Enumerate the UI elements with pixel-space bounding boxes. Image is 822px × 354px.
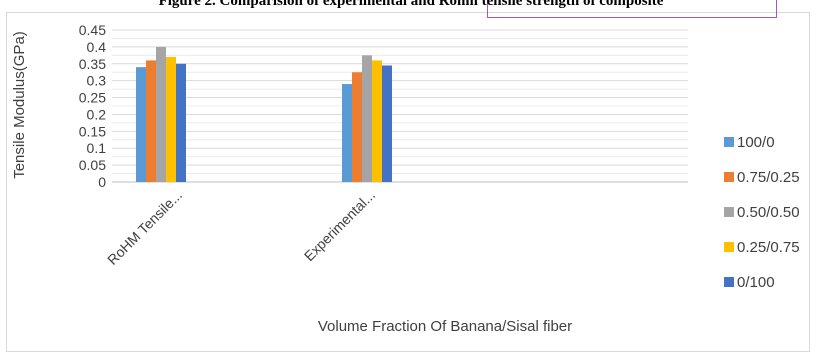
bar bbox=[176, 63, 186, 182]
x-tick-label: RoHM Tensile... bbox=[104, 187, 185, 268]
bar bbox=[362, 55, 372, 183]
y-tick-label: 0 bbox=[98, 174, 106, 190]
bar bbox=[136, 67, 146, 182]
chart-frame bbox=[6, 12, 810, 352]
bar bbox=[166, 57, 176, 183]
y-tick-labels: 00.050.10.150.20.250.30.350.40.45 bbox=[79, 22, 106, 190]
legend-swatch bbox=[724, 172, 734, 182]
bar bbox=[146, 60, 156, 182]
legend-label: 0/100 bbox=[737, 274, 775, 291]
y-tick-label: 0.45 bbox=[79, 22, 106, 38]
bars bbox=[136, 46, 392, 183]
y-tick-label: 0.3 bbox=[87, 73, 107, 89]
legend-label: 0.50/0.50 bbox=[737, 204, 800, 221]
y-tick-label: 0.2 bbox=[87, 106, 107, 122]
legend-label: 0.25/0.75 bbox=[737, 239, 800, 256]
y-tick-label: 0.4 bbox=[87, 39, 107, 55]
title-highlight-box bbox=[487, 0, 777, 18]
legend: 100/0 0.75/0.25 0.50/0.50 0.25/0.75 0/100 bbox=[724, 134, 800, 291]
legend-swatch bbox=[724, 242, 734, 252]
bar bbox=[372, 60, 382, 182]
gridlines bbox=[112, 29, 688, 183]
legend-swatch bbox=[724, 277, 734, 287]
y-tick-label: 0.05 bbox=[79, 157, 106, 173]
bar bbox=[352, 72, 362, 182]
x-tick-label: Experimental... bbox=[301, 187, 378, 264]
y-tick-label: 0.15 bbox=[79, 123, 106, 139]
y-axis-label: Tensile Modulus(GPa) bbox=[11, 31, 28, 179]
bar bbox=[382, 65, 392, 182]
chart-title: Figure 2. Comparision of experimental an… bbox=[158, 0, 664, 9]
legend-label: 100/0 bbox=[737, 134, 775, 151]
y-tick-label: 0.35 bbox=[79, 56, 106, 72]
legend-label: 0.75/0.25 bbox=[737, 169, 800, 186]
y-tick-label: 0.1 bbox=[87, 140, 107, 156]
legend-swatch bbox=[724, 137, 734, 147]
bar bbox=[342, 84, 352, 182]
legend-swatch bbox=[724, 207, 734, 217]
y-tick-label: 0.25 bbox=[79, 90, 106, 106]
bar bbox=[156, 46, 166, 183]
x-tick-labels: RoHM Tensile... Experimental... bbox=[104, 187, 378, 268]
x-axis-label: Volume Fraction Of Banana/Sisal fiber bbox=[318, 318, 572, 335]
